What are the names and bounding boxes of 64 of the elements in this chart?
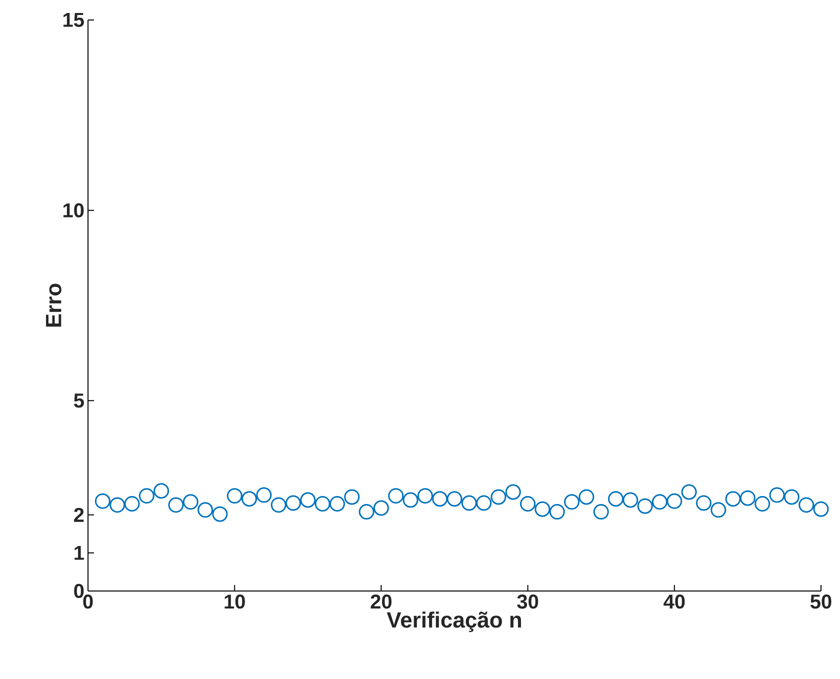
point (534, 501, 550, 517)
x-tick-label: 30 (517, 594, 538, 609)
y-tick-label: 10 (63, 203, 84, 218)
point (300, 492, 316, 508)
point (329, 496, 345, 512)
point (124, 496, 140, 512)
y-axis-title: Erro (46, 284, 62, 327)
point (432, 491, 448, 507)
y-tick-label: 0 (74, 584, 84, 598)
point (798, 497, 814, 513)
point (549, 504, 565, 520)
point (710, 502, 726, 518)
point (666, 493, 682, 509)
point (681, 484, 697, 500)
point (168, 497, 184, 513)
point (696, 495, 712, 511)
point (402, 492, 418, 508)
point (94, 493, 110, 509)
point (388, 488, 404, 504)
y-tick-label: 5 (74, 394, 84, 408)
x-tick-label: 20 (370, 594, 392, 609)
point (593, 504, 609, 520)
point (110, 497, 126, 513)
point (138, 488, 154, 504)
point (344, 489, 360, 505)
point (461, 495, 477, 511)
point (154, 483, 170, 499)
x-tick-label: 10 (224, 594, 245, 609)
point (490, 489, 506, 505)
point (285, 495, 301, 511)
x-axis-title: Verificação n (386, 612, 521, 632)
point (256, 487, 272, 503)
y-tick-label: 2 (74, 508, 84, 522)
point (520, 496, 536, 512)
point (198, 502, 214, 518)
point (637, 498, 653, 514)
point (417, 488, 433, 504)
point (578, 489, 594, 505)
point (784, 489, 800, 505)
point (270, 497, 286, 513)
point (373, 500, 389, 516)
x-tick-label: 50 (810, 594, 832, 609)
point (622, 492, 638, 508)
point (725, 491, 741, 507)
point (476, 495, 492, 511)
x-tick-label: 0 (83, 594, 93, 609)
point (769, 487, 785, 503)
point (242, 491, 258, 507)
point (740, 490, 756, 506)
point (505, 484, 521, 500)
point (608, 491, 624, 507)
y-tick-label: 15 (63, 13, 84, 27)
point (813, 501, 829, 517)
point (212, 506, 228, 522)
point (358, 504, 374, 520)
point (226, 488, 242, 504)
point (652, 494, 668, 510)
point (314, 496, 330, 512)
point (182, 494, 198, 510)
point (754, 496, 770, 512)
x-tick-label: 40 (664, 594, 685, 609)
point (446, 491, 462, 507)
y-tick-label: 1 (74, 546, 84, 560)
point (564, 494, 580, 510)
